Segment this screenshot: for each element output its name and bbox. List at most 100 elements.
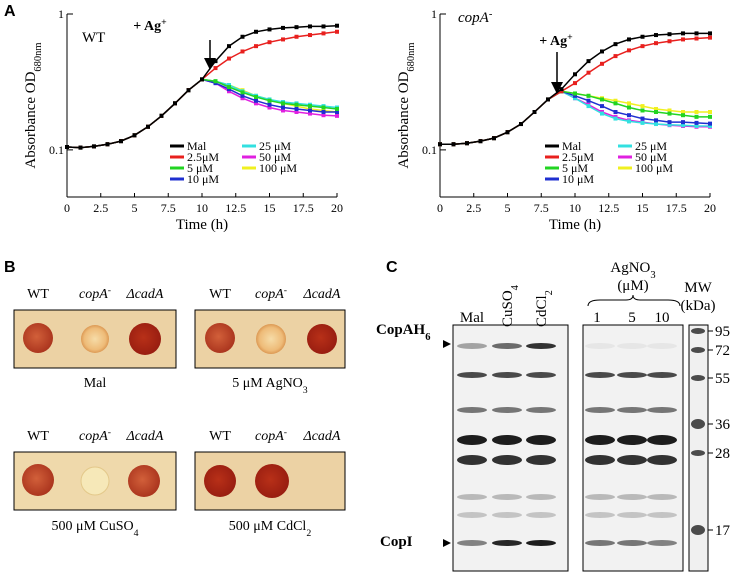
band <box>647 407 677 413</box>
data-point <box>227 85 231 90</box>
data-point <box>267 98 272 103</box>
data-point <box>200 77 204 82</box>
band <box>457 455 487 465</box>
data-point <box>667 32 672 37</box>
band <box>457 512 487 518</box>
data-point <box>640 34 645 39</box>
data-point <box>600 61 604 66</box>
legend-label: 5 μM <box>562 161 588 175</box>
legend-label: 5 μM <box>187 161 213 175</box>
data-point <box>65 144 69 149</box>
strain-label: WT <box>27 287 49 302</box>
strain-label-part: copA <box>255 429 284 444</box>
data-point <box>681 123 685 128</box>
marker-band <box>691 450 705 456</box>
data-point <box>254 44 258 49</box>
data-point <box>240 93 245 98</box>
data-point <box>694 36 699 41</box>
band <box>526 343 556 349</box>
marker-band <box>691 525 705 535</box>
data-point <box>613 42 618 47</box>
legend-label: 50 μM <box>259 150 291 164</box>
data-point <box>92 144 96 149</box>
legend-label: 50 μM <box>635 150 667 164</box>
strain-label-part: ΔcadA <box>126 429 164 444</box>
band <box>526 494 556 500</box>
band <box>647 455 677 465</box>
plate-caption-part: Mal <box>84 376 107 391</box>
band <box>492 435 522 445</box>
band <box>526 435 556 445</box>
data-point <box>573 96 577 101</box>
treatment-label: AgNO3 <box>610 260 655 281</box>
data-point <box>640 44 645 49</box>
legend-label: 2.5μM <box>187 150 219 164</box>
data-point <box>681 120 685 125</box>
data-point <box>438 142 442 147</box>
band <box>492 407 522 413</box>
data-point <box>573 72 577 77</box>
legend-label: Mal <box>562 139 582 153</box>
lane-label: Mal <box>460 310 484 326</box>
series-line <box>66 31 338 149</box>
data-point <box>667 39 672 44</box>
data-point <box>681 110 685 115</box>
plate-caption: 500 μM CdCl2 <box>229 519 312 539</box>
colony <box>205 323 235 353</box>
data-point <box>613 98 618 103</box>
strain-label: copA- <box>255 427 287 445</box>
marker-band <box>691 328 705 334</box>
blot <box>688 324 709 572</box>
strain-label: WT <box>27 429 49 444</box>
legend-label: 25 μM <box>259 139 291 153</box>
strain-label-part: - <box>284 285 287 296</box>
lane-label-part: 2 <box>544 290 555 295</box>
data-point <box>227 83 231 88</box>
strain-label-part: WT <box>27 429 49 444</box>
plate-caption-part: 3 <box>303 385 308 396</box>
x-tick-label: 20 <box>704 201 716 215</box>
lane-label-part: 4 <box>510 284 521 290</box>
band <box>617 407 647 413</box>
strain-label: copA- <box>79 285 111 303</box>
panel-label: A <box>4 3 16 20</box>
data-point <box>308 24 312 29</box>
data-point <box>708 31 712 36</box>
x-tick-label: 17.5 <box>293 201 314 215</box>
data-point <box>613 54 618 59</box>
colony <box>256 324 286 354</box>
data-point <box>708 114 712 119</box>
mw-label: 28 <box>715 446 730 462</box>
treatment-label-part: AgNO <box>610 260 650 276</box>
x-tick-label: 10 <box>196 201 208 215</box>
strain-label: ΔcadA <box>303 429 341 444</box>
colony <box>80 466 110 496</box>
strain-label-part: - <box>284 427 287 438</box>
data-point <box>254 98 258 103</box>
y-tick-label: 0.1 <box>49 143 64 157</box>
data-point <box>254 101 258 106</box>
strain-label-part: WT <box>209 429 231 444</box>
data-point <box>321 105 326 110</box>
data-point <box>573 91 577 96</box>
band <box>526 455 556 465</box>
data-point <box>281 105 285 110</box>
data-point <box>294 102 299 107</box>
data-point <box>667 122 672 127</box>
series-line <box>66 24 338 149</box>
bracket <box>587 294 681 307</box>
data-point <box>600 97 604 102</box>
data-point <box>294 106 299 111</box>
series-line <box>440 36 711 146</box>
data-point <box>146 124 150 129</box>
protein-arrow <box>443 539 451 547</box>
x-tick-label: 5 <box>132 201 138 215</box>
data-point <box>586 98 591 103</box>
legend-label: 25 μM <box>635 139 667 153</box>
data-point <box>78 145 83 150</box>
data-point <box>573 81 577 86</box>
strain-label-part: ΔcadA <box>126 287 164 302</box>
data-point <box>627 113 631 118</box>
annotation: + Ag+ <box>539 32 573 50</box>
plate-caption-part: 500 μM CuSO <box>51 519 133 534</box>
